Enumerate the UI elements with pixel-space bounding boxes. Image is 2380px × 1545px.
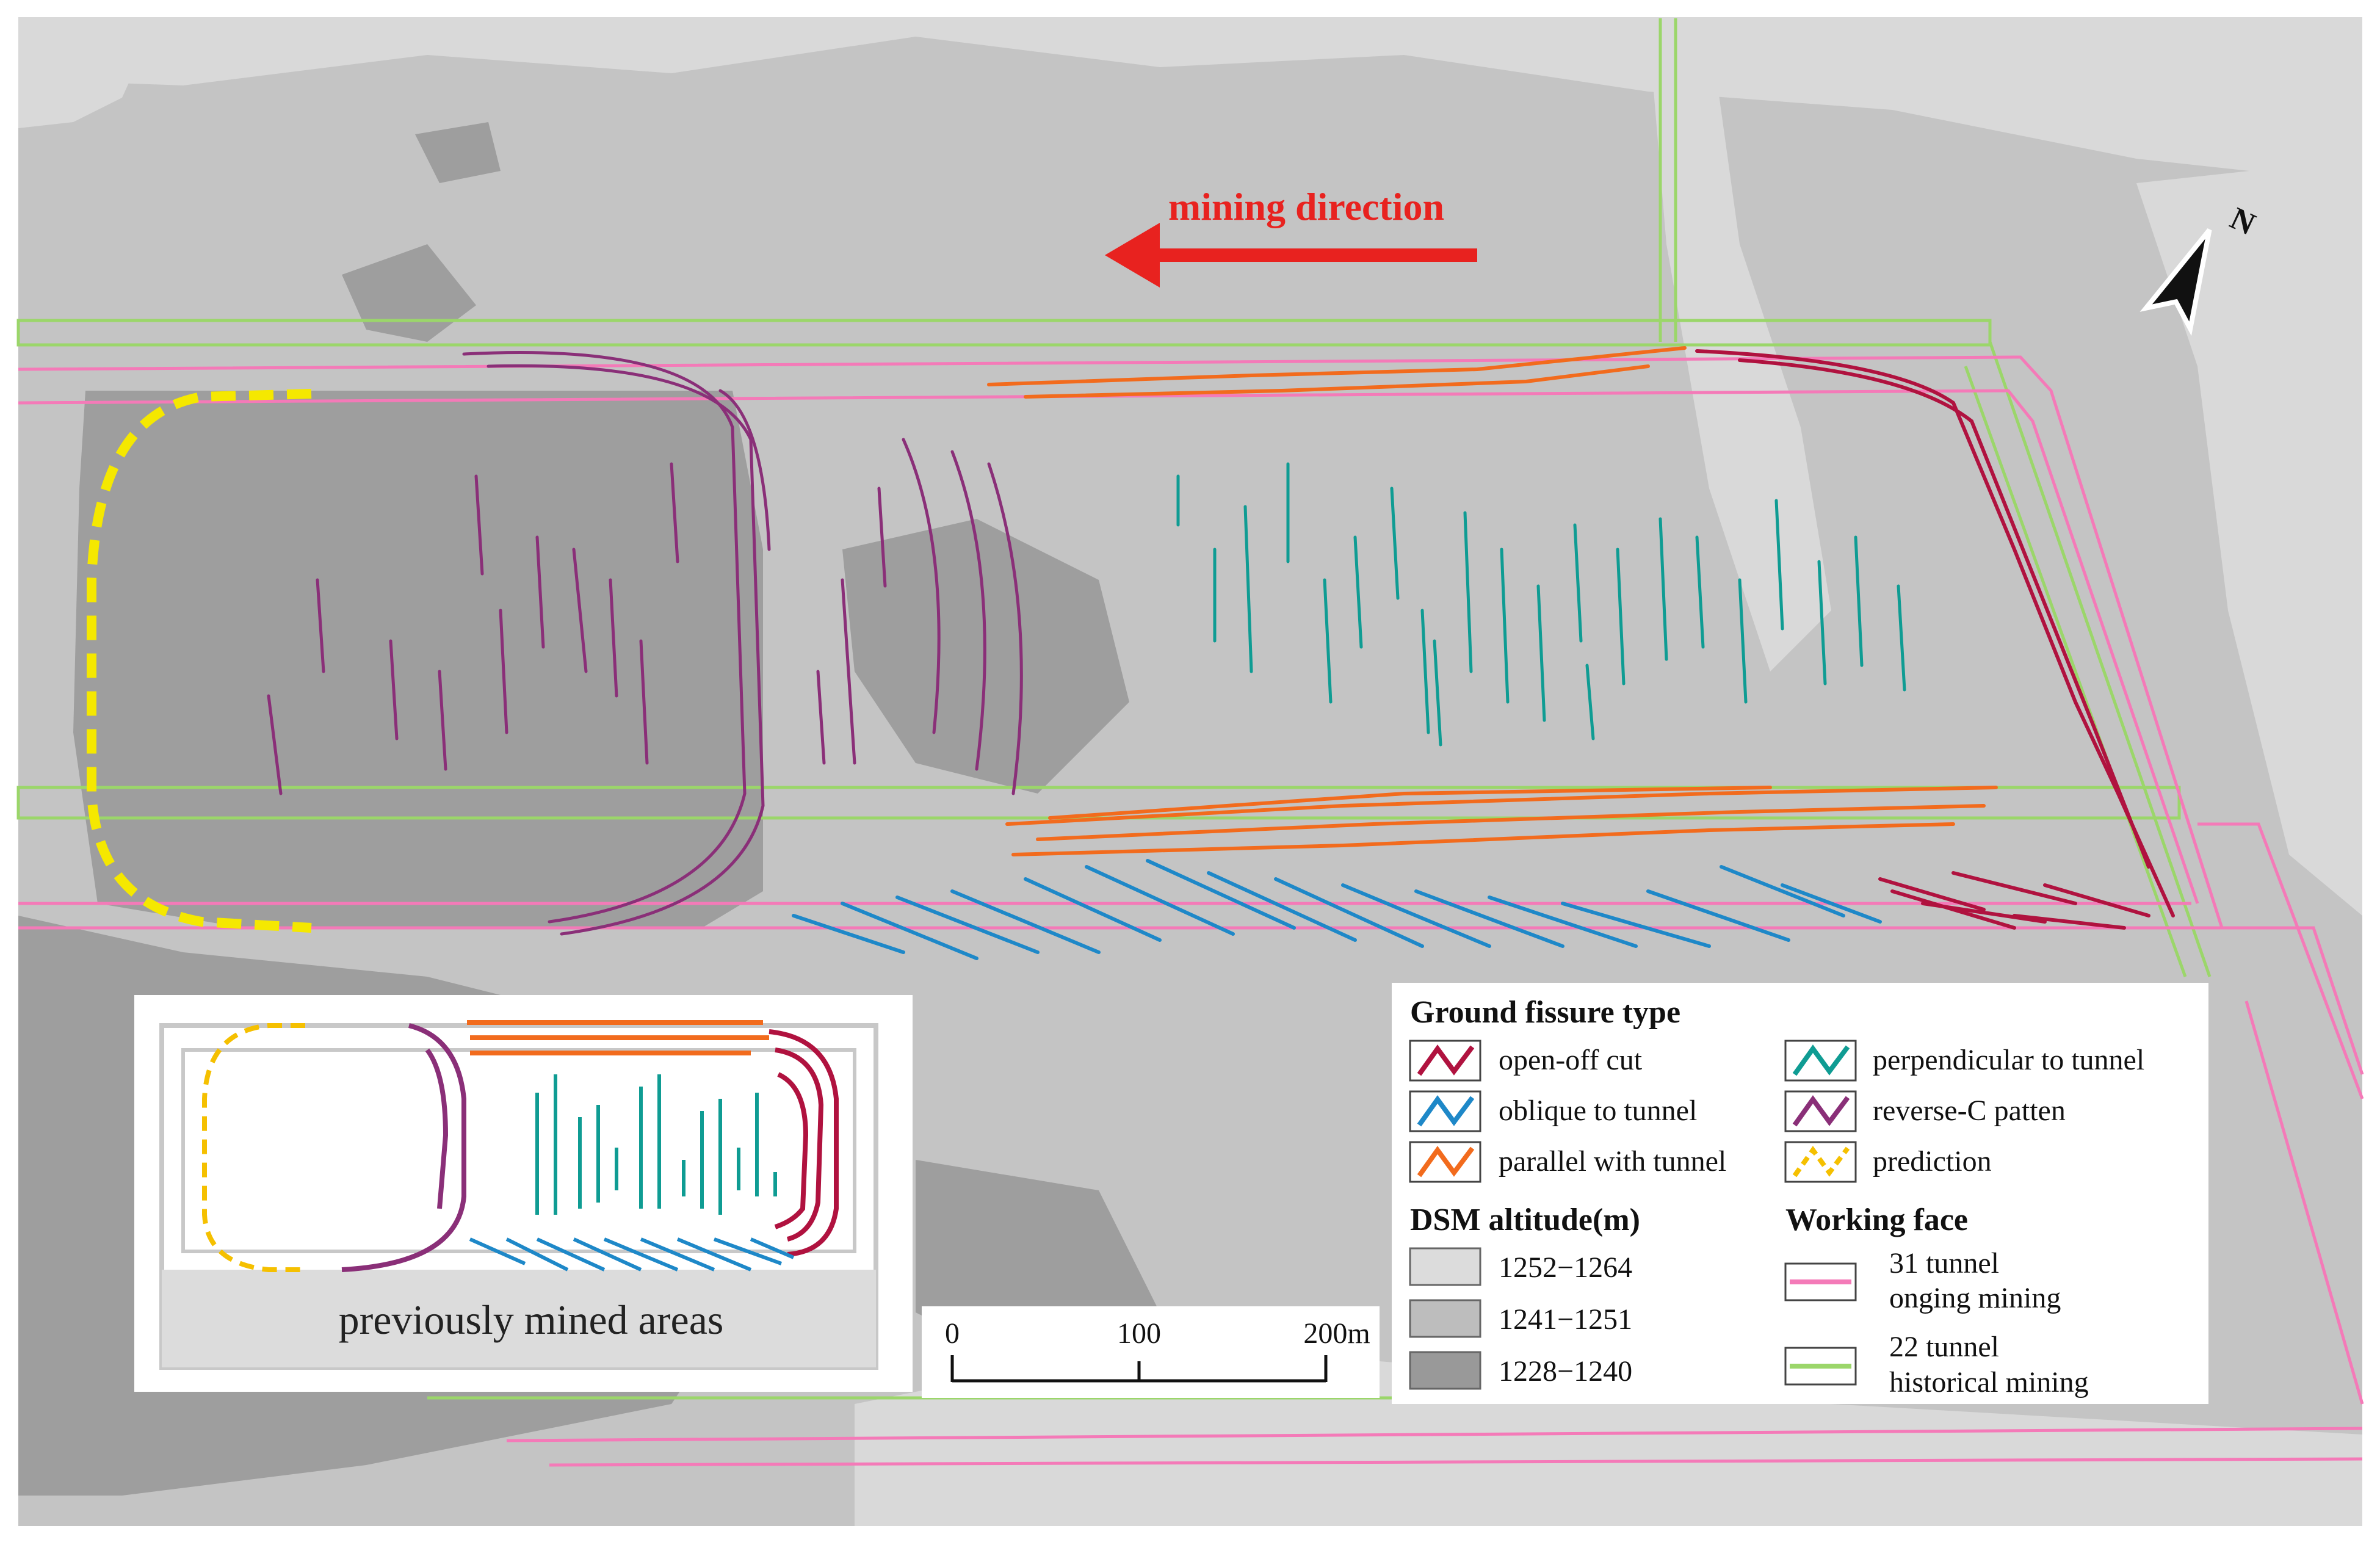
legend-swatch-dsm-low: [1409, 1351, 1481, 1390]
legend: Ground fissure type open-off cut oblique…: [1392, 983, 2208, 1404]
inset-oblique-lines: [469, 1237, 795, 1272]
legend-swatch-parallel: [1417, 1146, 1475, 1178]
legend-swatch-dsm-mid: [1409, 1299, 1481, 1338]
inset-label: previously mined areas: [339, 1297, 724, 1343]
legend-item-open-off-cut: open-off cut: [1499, 1044, 1643, 1076]
perpendicular-fissures: [1176, 462, 1906, 747]
legend-item-tunnel-22-line1: 22 tunnel: [1889, 1331, 1999, 1363]
north-arrow-icon: [2139, 228, 2212, 336]
reverse-c-fissures: [267, 351, 1023, 936]
legend-item-tunnel-22-line2: historical mining: [1889, 1366, 2089, 1398]
mining-direction-label: mining direction: [1168, 185, 1444, 228]
parallel-fissures: [987, 346, 1998, 856]
oblique-fissures: [792, 859, 1882, 960]
legend-swatch-dsm-high: [1409, 1247, 1481, 1286]
open-off-cut-fissures: [1695, 349, 2175, 930]
legend-dsm-title: DSM altitude(m): [1410, 1203, 1640, 1237]
legend-swatch-prediction: [1792, 1146, 1850, 1178]
legend-item-dsm-high: 1252−1264: [1499, 1251, 1632, 1284]
legend-swatch-reverse-c: [1792, 1095, 1850, 1127]
legend-item-perpendicular: perpendicular to tunnel: [1873, 1044, 2144, 1076]
tunnel-31-ongoing: [18, 355, 2364, 1467]
inset-diagram: [134, 995, 913, 1392]
scale-tick-100: 100: [1117, 1317, 1161, 1350]
scale-tick-0: 0: [945, 1317, 960, 1350]
mining-direction-arrow: [1105, 223, 1477, 288]
legend-item-dsm-mid: 1241−1251: [1499, 1303, 1632, 1336]
legend-item-prediction: prediction: [1873, 1145, 1992, 1178]
legend-swatch-perpendicular: [1792, 1044, 1850, 1076]
legend-item-tunnel-31-line1: 31 tunnel: [1889, 1247, 1999, 1279]
scale-bar: [950, 1355, 1328, 1383]
prediction-boundary: [87, 389, 312, 933]
legend-item-dsm-low: 1228−1240: [1499, 1355, 1632, 1388]
legend-item-reverse-c: reverse-C patten: [1873, 1095, 2066, 1127]
legend-item-parallel: parallel with tunnel: [1499, 1145, 1726, 1178]
scale-bar-box: [922, 1306, 1380, 1398]
legend-item-oblique: oblique to tunnel: [1499, 1095, 1697, 1127]
legend-working-face-title: Working face: [1785, 1203, 1968, 1237]
legend-swatch-oblique: [1417, 1095, 1475, 1127]
legend-swatch-open-off-cut: [1417, 1044, 1475, 1076]
inset-perpendicular-lines: [535, 1074, 777, 1215]
legend-fissure-title: Ground fissure type: [1410, 995, 1680, 1030]
legend-item-tunnel-31-line2: onging mining: [1889, 1282, 2061, 1314]
scale-tick-200: 200m: [1303, 1317, 1370, 1350]
